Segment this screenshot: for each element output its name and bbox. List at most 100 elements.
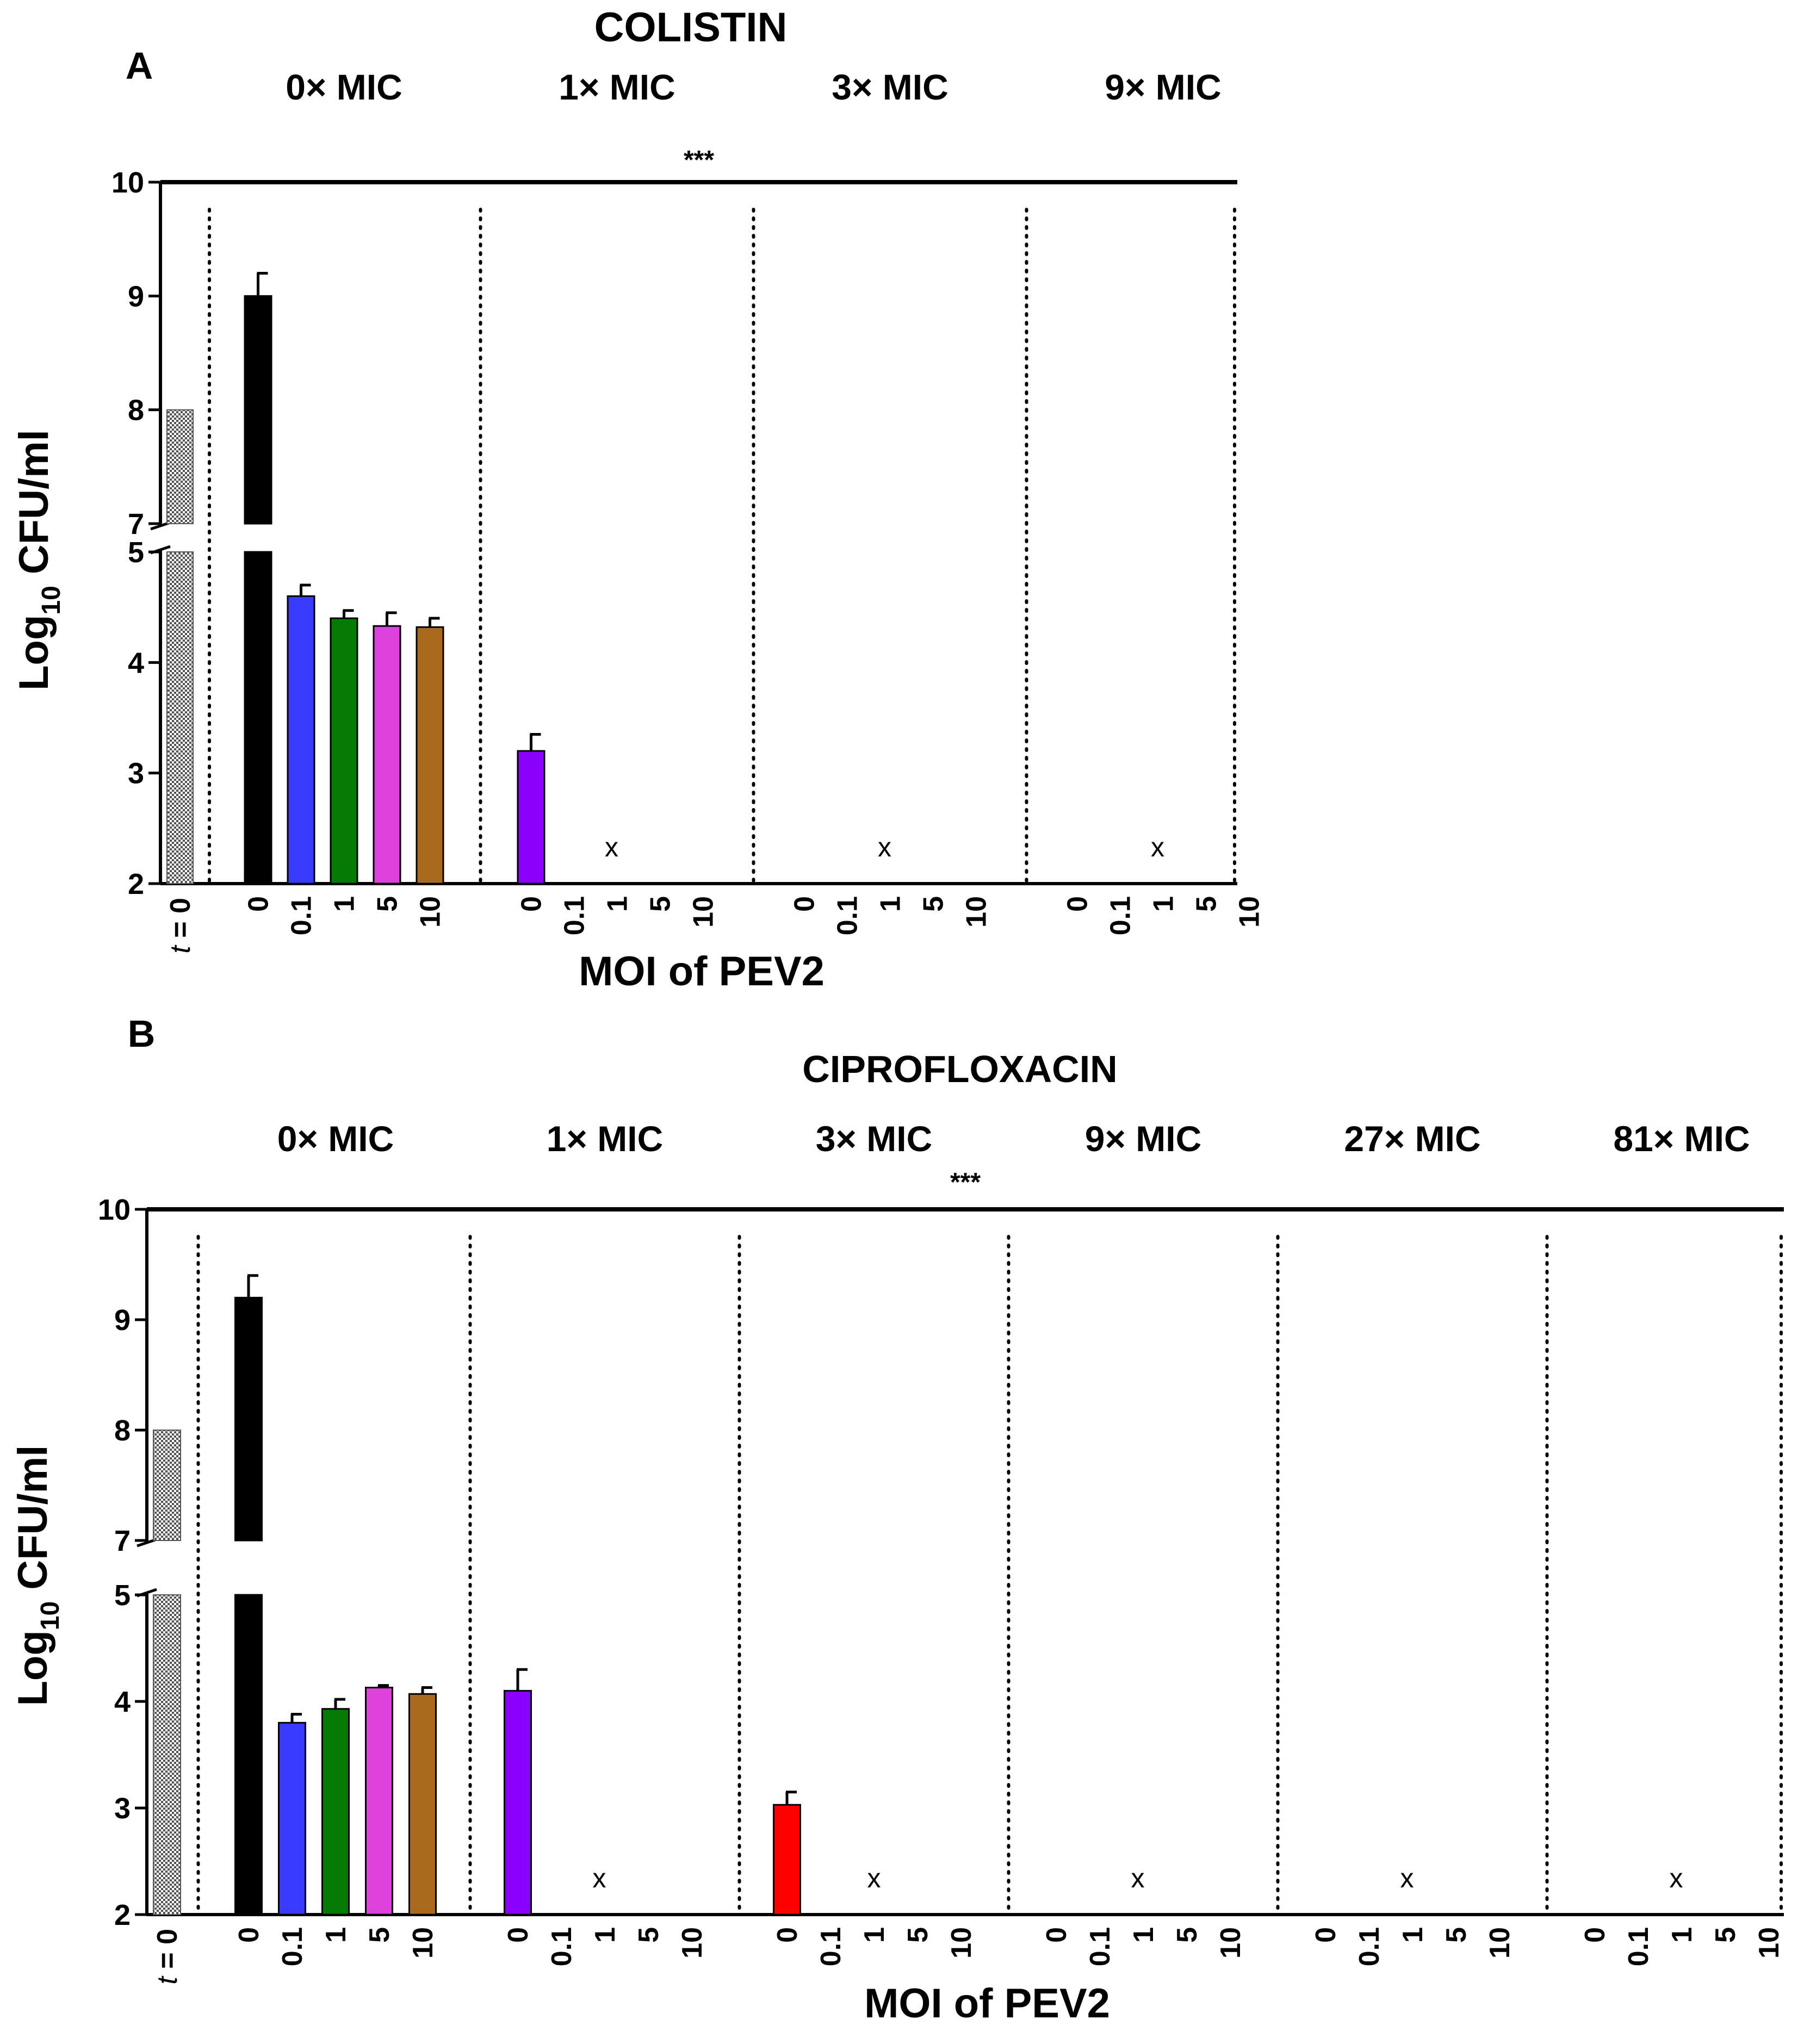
panel-letter: B (128, 1012, 156, 1055)
bar (330, 617, 358, 885)
bar (244, 295, 272, 525)
y-axis-label-main: Log (10, 1630, 56, 1706)
y-tick-label: 10 (98, 1194, 131, 1226)
no-growth-marker: x (1151, 832, 1164, 862)
group-label: 0× MIC (277, 1119, 394, 1159)
x-tick-label: 1 (590, 1927, 621, 1943)
baseline-label: t = 0 (165, 898, 196, 954)
bar (773, 1804, 801, 1916)
x-axis-label: MOI of PEV2 (864, 1980, 1110, 2027)
baseline-label-italic: t (165, 945, 196, 954)
x-tick-label: 10 (946, 1927, 977, 1959)
x-tick-label: 0.1 (286, 896, 318, 935)
x-tick-label: 10 (407, 1927, 439, 1959)
y-tick-label: 9 (128, 280, 144, 313)
chart-title: COLISTIN (594, 4, 788, 51)
x-tick-label: 10 (1215, 1927, 1247, 1959)
bar (373, 625, 401, 885)
baseline-label: t = 0 (152, 1929, 183, 1985)
y-tick-label: 9 (114, 1304, 131, 1337)
bar (278, 1722, 306, 1916)
x-tick-label: 0.1 (832, 896, 864, 935)
y-axis-label: Log10 CFU/ml (11, 430, 66, 691)
x-tick-label: 1 (1148, 896, 1180, 912)
y-axis-label-subscript: 10 (37, 586, 66, 614)
y-tick-label: 7 (114, 1525, 131, 1557)
x-tick-label: 0.1 (1354, 1927, 1385, 1966)
y-tick-label: 2 (128, 868, 144, 900)
bar (234, 1594, 263, 1916)
x-tick-label: 5 (1710, 1927, 1741, 1943)
x-tick-label: 10 (1234, 896, 1266, 928)
baseline-bar (166, 551, 194, 884)
x-tick-label: 5 (364, 1927, 395, 1943)
x-tick-label: 0 (233, 1927, 265, 1943)
x-tick-label: 10 (1484, 1927, 1516, 1959)
x-tick-label: 0 (1062, 896, 1094, 912)
baseline-label-rest: = 0 (152, 1929, 183, 1977)
baseline-bar (153, 1430, 181, 1541)
y-axis-label-rest: CFU/ml (11, 430, 57, 586)
x-tick-label: 0 (1579, 1927, 1611, 1943)
x-tick-label: 5 (372, 896, 404, 912)
y-tick-label: 5 (114, 1579, 131, 1612)
significance-marker: *** (684, 146, 714, 175)
y-tick-label: 8 (114, 1414, 131, 1447)
significance-marker: *** (950, 1168, 981, 1197)
baseline-label-rest: = 0 (165, 898, 196, 946)
x-tick-label: 0.1 (815, 1927, 847, 1966)
y-axis-label-subscript: 10 (36, 1601, 65, 1630)
x-tick-label: 5 (1171, 1927, 1203, 1943)
no-growth-marker: x (605, 832, 618, 862)
x-tick-label: 0.1 (277, 1927, 308, 1966)
y-tick-label: 7 (128, 508, 144, 540)
no-growth-marker: x (1670, 1863, 1683, 1893)
y-tick-label: 2 (114, 1899, 131, 1931)
group-label: 9× MIC (1105, 67, 1222, 107)
x-tick-label: 1 (602, 896, 634, 912)
bar (244, 551, 272, 885)
bar (287, 595, 315, 885)
x-tick-label: 10 (688, 896, 720, 928)
x-tick-label: 0 (1041, 1927, 1073, 1943)
y-tick-label: 10 (111, 166, 144, 199)
bar (504, 1689, 532, 1916)
x-tick-label: 10 (415, 896, 447, 928)
group-label: 0× MIC (286, 67, 402, 107)
y-tick-label: 5 (128, 536, 144, 569)
no-growth-marker: x (867, 1863, 881, 1893)
x-tick-label: 1 (1397, 1927, 1429, 1943)
no-growth-marker: x (1400, 1863, 1414, 1893)
y-tick-label: 4 (128, 647, 144, 679)
x-tick-label: 0.1 (1623, 1927, 1654, 1966)
group-label: 3× MIC (816, 1119, 933, 1159)
x-tick-label: 0 (503, 1927, 534, 1943)
x-tick-label: 1 (875, 896, 907, 912)
x-axis-label: MOI of PEV2 (579, 948, 824, 995)
y-tick-label: 8 (128, 394, 144, 427)
baseline-bar (166, 409, 194, 525)
x-tick-label: 1 (1666, 1927, 1698, 1943)
group-label: 3× MIC (832, 67, 949, 107)
x-tick-label: 0 (243, 896, 275, 912)
bar (517, 750, 545, 885)
baseline-label-italic: t (152, 1975, 183, 1985)
x-tick-label: 10 (961, 896, 993, 928)
panel-letter: A (126, 45, 153, 87)
group-label: 1× MIC (559, 67, 675, 107)
y-axis-label-rest: CFU/ml (10, 1445, 56, 1601)
x-tick-label: 1 (1128, 1927, 1160, 1943)
group-label: 81× MIC (1613, 1119, 1750, 1159)
y-tick-label: 3 (128, 757, 144, 790)
y-tick-label: 3 (114, 1792, 131, 1825)
x-tick-label: 5 (633, 1927, 665, 1943)
bar (234, 1296, 263, 1542)
no-growth-marker: x (878, 832, 891, 862)
x-tick-label: 10 (1753, 1927, 1785, 1959)
group-label: 9× MIC (1085, 1119, 1202, 1159)
bar (408, 1693, 437, 1916)
x-tick-label: 5 (918, 896, 950, 912)
x-tick-label: 0.1 (1084, 1927, 1116, 1966)
